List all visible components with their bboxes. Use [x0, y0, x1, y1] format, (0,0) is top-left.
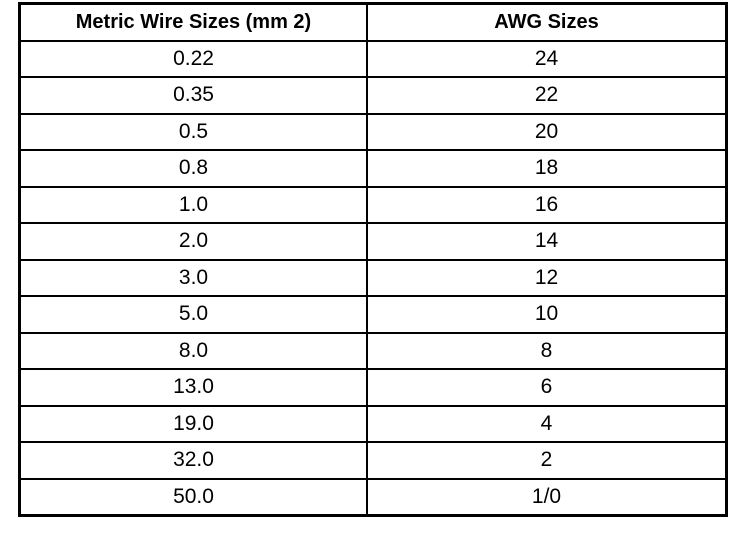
- table-body: 0.22 24 0.35 22 0.5 20 0.8 18 1.0 16 2.0 14 3.0 12 5.0…: [18, 39, 728, 517]
- table-row: 50.0 1/0: [18, 477, 728, 517]
- table-row: 0.8 18: [18, 149, 728, 188]
- table-row: 0.5 20: [18, 112, 728, 151]
- metric-size-cell: 0.22: [18, 39, 368, 78]
- awg-size-cell: 18: [366, 149, 728, 188]
- metric-size-cell: 2.0: [18, 222, 368, 261]
- awg-size-cell: 2: [366, 441, 728, 480]
- awg-size-cell: 24: [366, 39, 728, 78]
- table-row: 0.22 24: [18, 39, 728, 78]
- table-row: 0.35 22: [18, 76, 728, 115]
- metric-size-cell: 8.0: [18, 331, 368, 370]
- awg-size-cell: 1/0: [366, 477, 728, 517]
- metric-size-cell: 32.0: [18, 441, 368, 480]
- table-row: 1.0 16: [18, 185, 728, 224]
- metric-size-cell: 0.5: [18, 112, 368, 151]
- wire-size-table: Metric Wire Sizes (mm 2) AWG Sizes 0.22 2…: [18, 2, 728, 517]
- header-row: Metric Wire Sizes (mm 2) AWG Sizes: [18, 2, 728, 42]
- table-head: Metric Wire Sizes (mm 2) AWG Sizes: [18, 2, 728, 42]
- awg-size-cell: 22: [366, 76, 728, 115]
- table-row: 19.0 4: [18, 404, 728, 443]
- metric-size-cell: 0.35: [18, 76, 368, 115]
- metric-size-cell: 50.0: [18, 477, 368, 517]
- table-row: 2.0 14: [18, 222, 728, 261]
- awg-size-cell: 20: [366, 112, 728, 151]
- table-row: 8.0 8: [18, 331, 728, 370]
- metric-size-cell: 13.0: [18, 368, 368, 407]
- awg-size-cell: 6: [366, 368, 728, 407]
- table-row: 5.0 10: [18, 295, 728, 334]
- table-row: 3.0 12: [18, 258, 728, 297]
- awg-size-cell: 4: [366, 404, 728, 443]
- metric-size-cell: 1.0: [18, 185, 368, 224]
- table-row: 32.0 2: [18, 441, 728, 480]
- awg-size-cell: 8: [366, 331, 728, 370]
- awg-size-cell: 16: [366, 185, 728, 224]
- awg-size-cell: 10: [366, 295, 728, 334]
- header-cell: AWG Sizes: [366, 2, 728, 42]
- metric-size-cell: 19.0: [18, 404, 368, 443]
- table-row: 13.0 6: [18, 368, 728, 407]
- awg-size-cell: 14: [366, 222, 728, 261]
- metric-size-cell: 0.8: [18, 149, 368, 188]
- header-cell: Metric Wire Sizes (mm 2): [18, 2, 368, 42]
- metric-size-cell: 3.0: [18, 258, 368, 297]
- awg-size-cell: 12: [366, 258, 728, 297]
- metric-size-cell: 5.0: [18, 295, 368, 334]
